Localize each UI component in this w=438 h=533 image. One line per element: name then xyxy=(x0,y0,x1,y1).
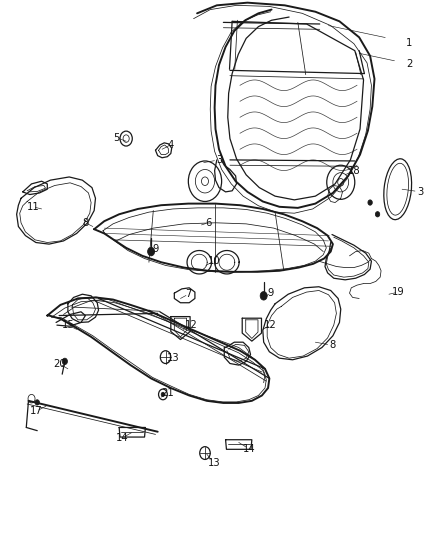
Text: 7: 7 xyxy=(185,289,191,299)
Text: 3: 3 xyxy=(417,187,424,197)
Text: 8: 8 xyxy=(82,218,88,228)
Circle shape xyxy=(368,200,372,205)
Text: 1: 1 xyxy=(406,38,413,47)
Text: 5: 5 xyxy=(113,133,119,142)
Text: 2: 2 xyxy=(406,59,413,69)
Text: 10: 10 xyxy=(208,256,220,266)
Text: 15: 15 xyxy=(61,320,74,330)
Text: 9: 9 xyxy=(153,245,159,254)
Circle shape xyxy=(260,292,267,300)
Text: 21: 21 xyxy=(161,389,174,398)
Circle shape xyxy=(148,247,155,256)
Text: 20: 20 xyxy=(53,359,65,368)
Text: 13: 13 xyxy=(167,353,179,363)
Text: 3: 3 xyxy=(216,155,222,165)
Text: 6: 6 xyxy=(205,218,211,228)
Circle shape xyxy=(375,212,380,217)
Circle shape xyxy=(35,400,39,405)
Text: 18: 18 xyxy=(348,166,360,175)
Text: 13: 13 xyxy=(208,458,220,467)
Text: 8: 8 xyxy=(330,341,336,350)
Text: 19: 19 xyxy=(392,287,405,297)
Text: 4: 4 xyxy=(168,140,174,150)
Circle shape xyxy=(161,392,165,397)
Text: 12: 12 xyxy=(264,320,277,330)
Text: 17: 17 xyxy=(29,407,42,416)
Text: 11: 11 xyxy=(26,202,39,212)
Text: 14: 14 xyxy=(243,444,255,454)
Text: 14: 14 xyxy=(116,433,128,443)
Text: 9: 9 xyxy=(268,288,274,298)
Circle shape xyxy=(62,358,67,365)
Text: 12: 12 xyxy=(184,320,198,330)
